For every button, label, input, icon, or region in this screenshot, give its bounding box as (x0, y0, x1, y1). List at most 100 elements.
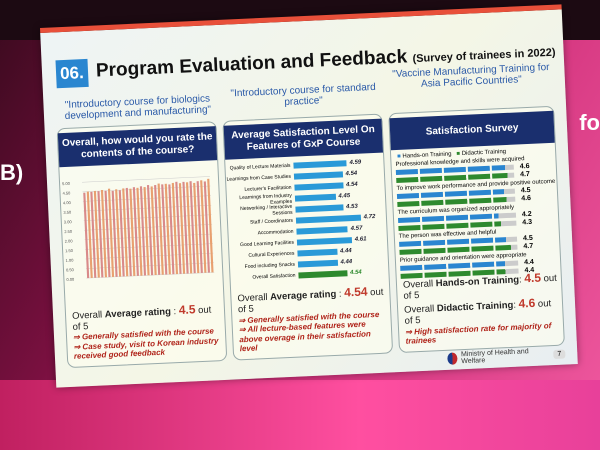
rating-bar (100, 189, 107, 278)
category-label: Quality of Lecture Materials (229, 162, 291, 172)
score-segment (492, 188, 516, 195)
panel-summary: Overall Average rating : 4.54 out of 5 ⇒… (237, 285, 388, 353)
score-segment (445, 198, 468, 205)
score-segment (493, 196, 516, 203)
score-segment (423, 239, 446, 246)
rating-bar (175, 181, 182, 274)
score-segment (445, 214, 469, 221)
y-tick-label: 0.50 (66, 267, 75, 272)
y-tick-label: 1.50 (65, 248, 74, 253)
y-tick-label: 0.00 (66, 277, 75, 282)
rating-bar (129, 188, 136, 277)
summary-label: Hands-on Training (435, 274, 520, 290)
rating-bar (136, 187, 143, 276)
panel-course-3: Satisfaction Survey ■ Hands-on Training … (388, 105, 565, 354)
y-tick-label: 2.00 (65, 238, 74, 243)
summary-value: 4.54 (343, 284, 368, 300)
gridline (82, 176, 210, 183)
score-segment (397, 200, 420, 207)
value-bar (298, 270, 348, 279)
gridline (86, 272, 215, 279)
rating-bar (90, 191, 97, 278)
value-bar (296, 226, 348, 235)
score-segment (447, 238, 470, 245)
note: ⇒ All lecture-based features were above … (238, 319, 372, 354)
rating-bar (132, 187, 139, 276)
score-segment (424, 263, 447, 270)
y-tick-label: 1.00 (65, 257, 74, 262)
value-bar (297, 248, 338, 257)
score-segment (491, 164, 514, 171)
presentation-slide: 06. Program Evaluation and Feedback (Sur… (40, 4, 578, 388)
score-value: 4.7 (523, 242, 534, 251)
y-tick-label: 5.00 (62, 181, 71, 186)
value-label: 4.61 (354, 236, 367, 243)
course-caption-2: "Introductory course for standard practi… (230, 81, 376, 108)
score-segment (471, 245, 494, 252)
score-segment (471, 237, 494, 244)
y-tick-label: 3.00 (64, 219, 73, 224)
legend-label: Didactic Training (461, 148, 507, 157)
score-segment (399, 240, 422, 247)
y-tick-label: 4.50 (62, 190, 71, 195)
stage-floor (0, 380, 600, 450)
value-bar (294, 193, 336, 202)
panel-summary: Overall Hands-on Training: 4.5 out of 5 … (403, 270, 560, 346)
value-label: 4.54 (345, 181, 358, 189)
rating-bar (182, 181, 189, 274)
score-segment (421, 199, 444, 206)
value-label: 4.72 (363, 213, 376, 221)
score-segment (468, 173, 491, 180)
score-segment (494, 236, 518, 243)
rating-bar (97, 191, 104, 278)
score-value: 4.4 (523, 258, 535, 267)
rating-bar (125, 187, 132, 277)
score-segment (444, 190, 468, 197)
panel-course-2: Average Satisfaction Level On Features o… (222, 113, 394, 361)
score-segment (468, 189, 492, 196)
score-segment (395, 169, 419, 176)
rating-bar (189, 181, 196, 274)
score-segment (422, 223, 445, 230)
value-label: 4.45 (338, 193, 351, 200)
panel-header: Satisfaction Survey (389, 110, 555, 151)
rating-bar (164, 183, 171, 275)
value-label: 4.57 (350, 225, 363, 233)
score-segment (396, 176, 419, 183)
legend-label: Hands-on Training (402, 151, 452, 160)
value-bar (296, 237, 352, 246)
rating-bar-chart: 5.00 4.50 4.00 3.50 3.00 2.50 2.00 1.50 1.00 0.50… (62, 176, 215, 282)
score-value: 4.3 (522, 218, 533, 227)
score-segment (448, 262, 471, 269)
gridline (84, 233, 213, 241)
score-segment (492, 172, 515, 179)
summary-label: Didactic Training (436, 299, 514, 315)
value-bar (294, 182, 344, 191)
rating-bar (111, 190, 118, 277)
score-value: 4.6 (521, 194, 532, 203)
gridline (83, 214, 212, 221)
category-label: Staff / Coordinators (249, 217, 294, 226)
background-text-left: B) (0, 160, 24, 185)
rating-bar (146, 184, 154, 276)
gridline (82, 185, 211, 193)
rating-bar (171, 182, 179, 275)
gxp-bar-chart: Quality of Lecture Materials 4.59 Learning… (225, 157, 388, 284)
score-segment (447, 246, 470, 253)
rating-bar (196, 181, 203, 273)
score-value: 4.2 (521, 210, 532, 219)
rating-bar (86, 191, 93, 278)
score-segment (420, 175, 443, 182)
score-segment (400, 264, 423, 271)
rating-bar (115, 189, 122, 277)
value-bar (293, 160, 347, 169)
legend-swatch-didactic: ■ (456, 151, 461, 158)
score-segment (423, 247, 446, 254)
summary-label: Average rating (269, 289, 337, 304)
rating-bar (104, 190, 111, 278)
category-label: Overall Satisfaction (252, 272, 296, 281)
value-label: 4.54 (349, 269, 362, 277)
value-label: 4.59 (349, 159, 362, 167)
ministry-name: Ministry of Health and Welfare (460, 348, 529, 366)
rating-bar (168, 184, 175, 275)
